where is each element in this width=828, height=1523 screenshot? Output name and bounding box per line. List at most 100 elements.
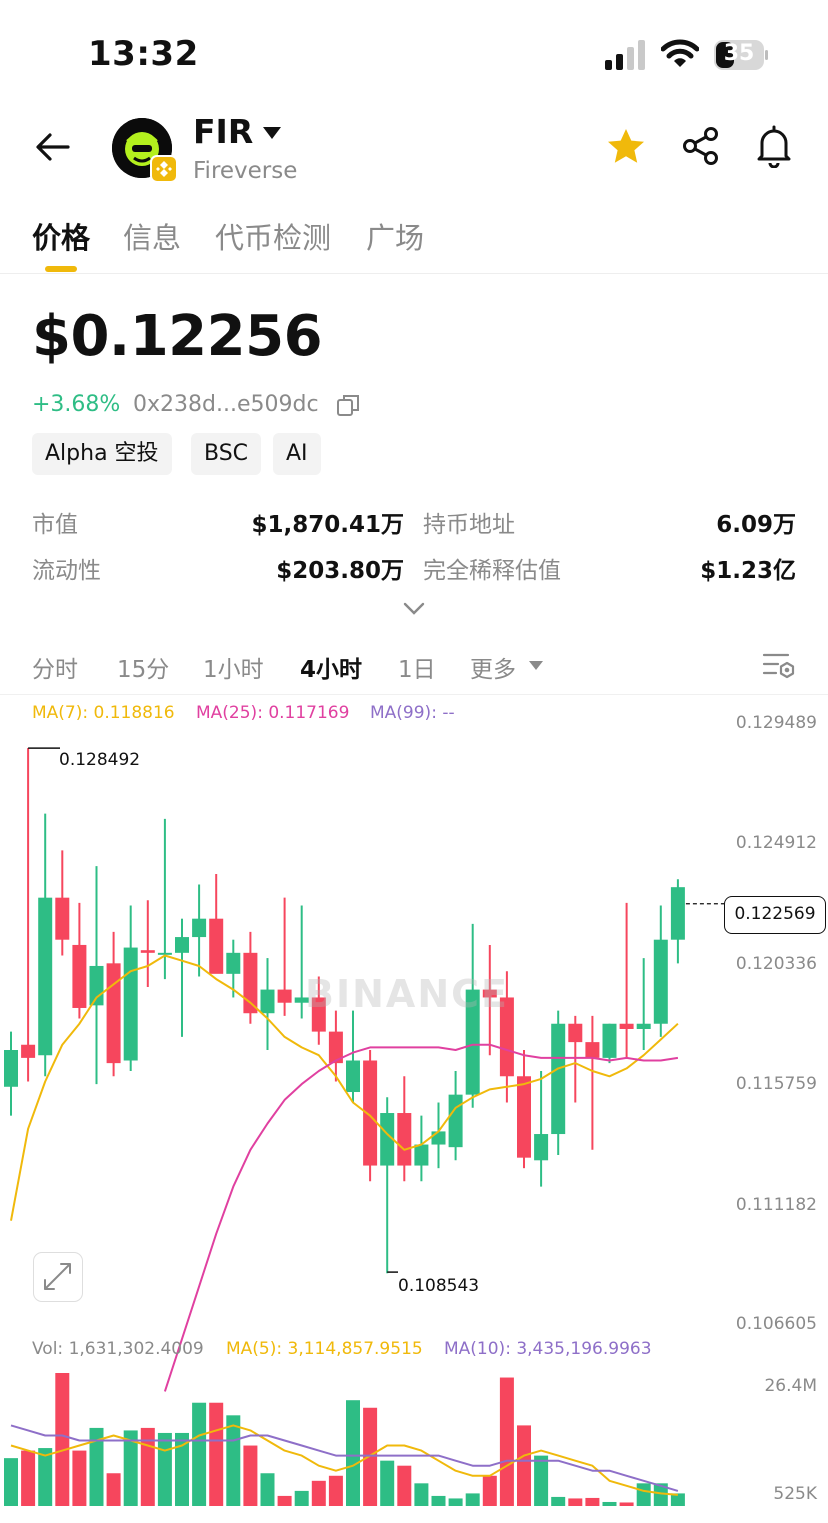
interval-timeshare[interactable]: 分时 [32, 657, 78, 683]
stat-label-liquidity: 流动性 [32, 558, 101, 584]
volume-bar [346, 1400, 360, 1506]
candle-body [328, 1031, 343, 1064]
stat-value-liquidity: $203.80万 [276, 558, 404, 584]
price-axis-tick: 0.120336 [735, 954, 817, 974]
volume-bar [72, 1450, 87, 1506]
volume-bar [243, 1445, 258, 1506]
volume-bar [277, 1495, 292, 1506]
volume-bar [499, 1377, 514, 1506]
tag-bsc[interactable]: BSC [191, 433, 262, 475]
volume-bar [209, 1402, 224, 1506]
battery-level: 35 [723, 41, 755, 66]
volume-axis-tick: 26.4M [764, 1376, 817, 1396]
candle-body [670, 887, 685, 940]
candle-body [89, 965, 104, 1006]
candle-body [585, 1042, 600, 1058]
volume-bar [431, 1495, 446, 1506]
candle-body [226, 952, 241, 974]
chevron-down-icon[interactable] [402, 600, 426, 618]
wifi-icon [661, 39, 699, 67]
tag-alpha-airdrop[interactable]: Alpha 空投 [32, 433, 172, 475]
volume-bar [157, 1432, 172, 1506]
volume-bar [175, 1432, 189, 1506]
chevron-down-icon[interactable] [262, 126, 282, 140]
volume-bar [106, 1473, 121, 1506]
tag-ai[interactable]: AI [273, 433, 321, 475]
interval-1d[interactable]: 1日 [398, 657, 436, 683]
ma7-line [10, 954, 679, 1221]
divider [0, 273, 828, 274]
share-icon[interactable] [681, 126, 721, 166]
candle-body [414, 1144, 429, 1166]
ma7-legend: MA(7): 0.118816 [32, 703, 175, 723]
high-price-annotation: 0.128492 [59, 750, 141, 770]
volume-bar [653, 1483, 668, 1506]
tab-token-check[interactable]: 代币检测 [215, 221, 332, 255]
ma25-legend: MA(25): 0.117169 [196, 703, 350, 723]
bell-notification-icon[interactable] [754, 124, 794, 168]
interval-1h[interactable]: 1小时 [203, 657, 264, 683]
current-price-marker: 0.122569 [724, 896, 826, 934]
candle-body [465, 989, 480, 1095]
stat-value-holders: 6.09万 [716, 512, 796, 538]
interval-15m[interactable]: 15分 [117, 657, 170, 683]
copy-icon[interactable] [336, 393, 360, 417]
volume-bar [123, 1430, 138, 1506]
volume-bar [380, 1460, 395, 1506]
tab-square[interactable]: 广场 [366, 221, 425, 255]
candle-body [192, 918, 207, 938]
volume-bar [328, 1475, 343, 1506]
volume-bar [414, 1483, 429, 1506]
volume-ma10-legend: MA(10): 3,435,196.9963 [444, 1339, 652, 1359]
volume-bar [363, 1407, 378, 1506]
cellular-signal-icon [605, 40, 645, 70]
ma99-legend: MA(99): -- [370, 703, 455, 723]
candle-body [123, 947, 138, 1061]
candle-body [157, 952, 172, 955]
candle-body [517, 1076, 531, 1158]
price-axis-tick: 0.129489 [735, 713, 817, 733]
stat-label-fdv: 完全稀释估值 [423, 558, 561, 584]
candle-body [294, 997, 309, 1003]
volume-bar [636, 1483, 651, 1506]
chart-settings-icon[interactable] [762, 651, 796, 681]
bsc-chain-badge-icon [150, 155, 178, 183]
volume-bar [517, 1425, 531, 1506]
volume-bar [55, 1373, 70, 1506]
volume-bar [670, 1493, 685, 1506]
contract-address[interactable]: 0x238d...e509dc [133, 392, 319, 417]
volume-bar [4, 1458, 18, 1506]
candle-body [243, 952, 258, 1014]
candle-body [482, 989, 497, 998]
candle-body [346, 1060, 360, 1093]
interval-more[interactable]: 更多 [470, 657, 516, 683]
volume-bar [568, 1498, 583, 1506]
candle-body [636, 1023, 651, 1029]
chevron-down-icon[interactable] [528, 660, 544, 671]
candle-body [568, 1023, 583, 1043]
star-favorite-icon[interactable] [605, 126, 647, 168]
volume-bar [551, 1496, 566, 1506]
back-arrow-icon[interactable] [34, 128, 72, 166]
volume-bar [21, 1450, 36, 1506]
kline-chart[interactable] [0, 700, 828, 1510]
candle-body [4, 1049, 18, 1087]
price-axis-tick: 0.115759 [735, 1074, 817, 1094]
interval-4h[interactable]: 4小时 [300, 657, 363, 683]
current-price: $0.12256 [32, 304, 323, 369]
candle-body [602, 1023, 617, 1058]
token-symbol[interactable]: FIR [193, 112, 254, 151]
candle-body [21, 1044, 36, 1058]
volume-bar [534, 1455, 549, 1506]
volume-ma5-legend: MA(5): 3,114,857.9515 [226, 1339, 423, 1359]
candle-body [72, 944, 87, 1008]
binance-watermark: BINANCE [305, 972, 509, 1016]
tab-price[interactable]: 价格 [32, 221, 91, 255]
tab-info[interactable]: 信息 [123, 221, 182, 255]
volume-bar [226, 1415, 241, 1506]
volume-bar [294, 1490, 309, 1506]
stat-value-market-cap: $1,870.41万 [251, 512, 405, 538]
fullscreen-button[interactable] [33, 1252, 83, 1302]
candle-body [55, 897, 70, 940]
candle-body [38, 897, 53, 1056]
